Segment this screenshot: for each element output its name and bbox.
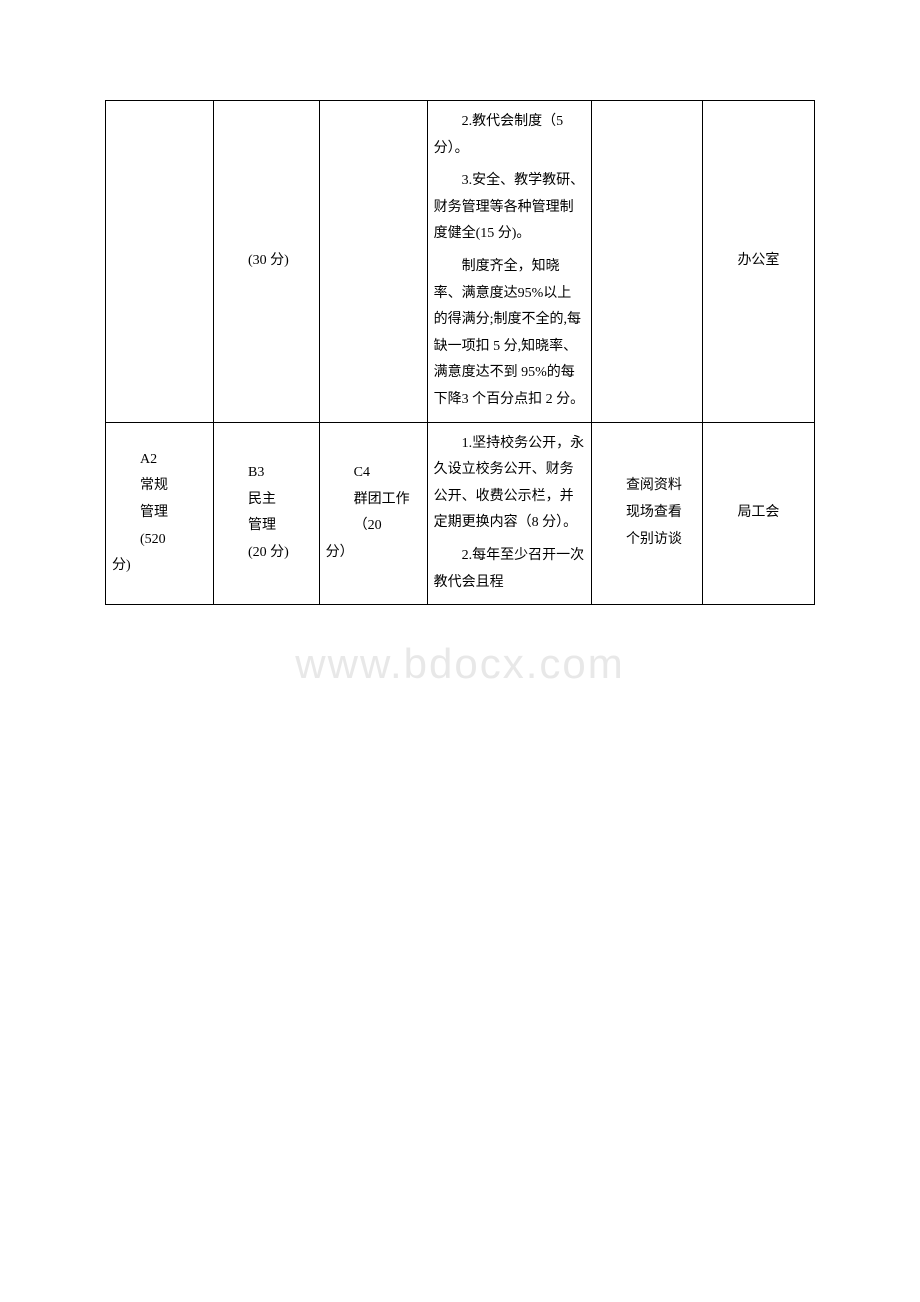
cell-line: (520 — [112, 527, 207, 554]
cell-b2: B3 民主 管理 (20 分) — [213, 422, 319, 605]
cell-content: (30 分) — [220, 248, 313, 275]
cell-line: 个别访谈 — [598, 527, 697, 554]
cell-f1: 办公室 — [703, 101, 815, 423]
cell-line: 常规 — [112, 473, 207, 500]
cell-line: 民主 — [220, 487, 313, 514]
table-row: (30 分) 2.教代会制度（5 分）。 3.安全、教学教研、财务管理等各种管理… — [106, 101, 815, 423]
cell-line: B3 — [220, 460, 313, 487]
cell-a1 — [106, 101, 214, 423]
cell-line: （20 — [326, 513, 421, 540]
evaluation-table: (30 分) 2.教代会制度（5 分）。 3.安全、教学教研、财务管理等各种管理… — [105, 100, 815, 605]
cell-b1: (30 分) — [213, 101, 319, 423]
cell-paragraph: 3.安全、教学教研、财务管理等各种管理制度健全(15 分)。 — [434, 168, 585, 248]
cell-paragraph: 1.坚持校务公开，永久设立校务公开、财务公开、收费公示栏，并定期更换内容（8 分… — [434, 431, 585, 537]
cell-line: (20 分) — [220, 540, 313, 567]
cell-e1 — [591, 101, 703, 423]
watermark-text: www.bdocx.com — [295, 640, 624, 688]
cell-line: 群团工作 — [326, 487, 421, 514]
cell-line: 分） — [326, 540, 421, 567]
cell-paragraph: 2.教代会制度（5 分）。 — [434, 109, 585, 162]
cell-line: 管理 — [112, 500, 207, 527]
cell-d2: 1.坚持校务公开，永久设立校务公开、财务公开、收费公示栏，并定期更换内容（8 分… — [427, 422, 591, 605]
cell-line: 现场查看 — [598, 500, 697, 527]
cell-line: 查阅资料 — [598, 473, 697, 500]
cell-line: 管理 — [220, 513, 313, 540]
cell-f2: 局工会 — [703, 422, 815, 605]
cell-paragraph: 2.每年至少召开一次教代会且程 — [434, 543, 585, 596]
cell-line: A2 — [112, 447, 207, 474]
cell-content: 办公室 — [709, 248, 808, 275]
table-row: A2 常规 管理 (520 分) B3 民主 管理 (20 分) C4 群团工作… — [106, 422, 815, 605]
cell-c1 — [319, 101, 427, 423]
cell-c2: C4 群团工作 （20 分） — [319, 422, 427, 605]
cell-e2: 查阅资料 现场查看 个别访谈 — [591, 422, 703, 605]
cell-line: C4 — [326, 460, 421, 487]
cell-d1: 2.教代会制度（5 分）。 3.安全、教学教研、财务管理等各种管理制度健全(15… — [427, 101, 591, 423]
cell-line: 分) — [112, 553, 207, 580]
cell-content: 局工会 — [709, 500, 808, 527]
cell-paragraph: 制度齐全，知晓率、满意度达95%以上的得满分;制度不全的,每缺一项扣 5 分,知… — [434, 254, 585, 414]
cell-a2: A2 常规 管理 (520 分) — [106, 422, 214, 605]
